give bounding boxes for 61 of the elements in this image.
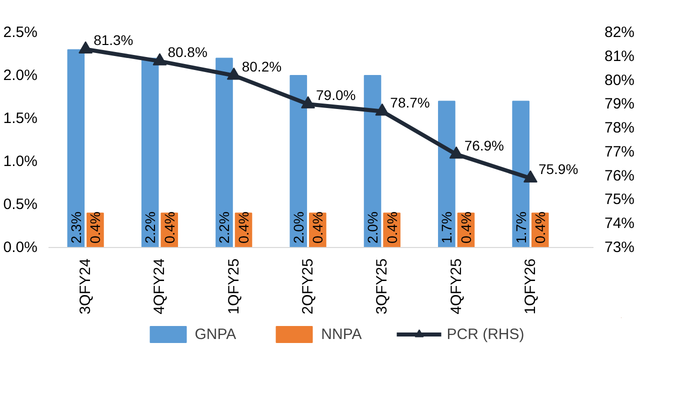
x-tick-label: 1QFY25 [225,258,242,314]
y2-tick-label: 77% [604,143,635,160]
data-label: 0.4% [310,212,326,244]
data-label: 2.2% [142,212,158,244]
data-label: 0.4% [532,212,548,244]
data-label: 1.7% [512,212,529,244]
x-tick-label: 3QFY25 [374,258,391,314]
legend-label: GNPA [194,326,236,342]
data-label: 2.3% [68,212,84,244]
y-tick-label: 0.5% [3,196,38,213]
y-tick-label: 0.0% [3,239,38,256]
data-label: 2.0% [290,212,306,244]
data-label: 0.4% [236,212,252,244]
data-label: 81.3% [94,32,134,48]
y2-tick-label: 76% [604,167,635,184]
data-label: 0.4% [458,212,474,244]
data-label: 80.2% [242,58,282,74]
x-tick-label: 4QFY24 [151,258,168,314]
x-tick-label: 1QFY26 [522,258,539,314]
y2-tick-label: 81% [604,48,635,65]
data-label: 2.0% [364,212,381,244]
point [226,67,241,80]
point [523,170,538,182]
bar [512,100,530,248]
bar [290,75,308,248]
bar [364,75,382,248]
bar [438,100,456,248]
y2-tick-label: 74% [604,215,635,232]
y-tick-label: 2.0% [3,67,38,84]
y-tick-label: 1.5% [3,110,38,127]
legend-label: NNPA [321,326,362,342]
data-label: 0.4% [384,212,400,244]
bar [67,49,85,248]
point [449,146,464,159]
data-label: 75.9% [538,161,578,178]
data-label: 2.2% [216,212,232,244]
y-tick-label: 2.5% [3,24,38,41]
data-label: 1.7% [438,212,455,244]
point [78,41,93,54]
y2-tick-label: 75% [604,191,635,208]
x-tick-label: 4QFY25 [448,258,465,314]
point [375,103,390,116]
y-tick-label: 1.0% [3,153,38,170]
data-label: 79.0% [316,87,356,104]
x-tick-label: 3QFY24 [77,258,94,314]
data-label: 78.7% [390,94,430,110]
data-label: 76.9% [464,137,504,154]
data-label: 80.8% [168,44,208,60]
bar [141,58,159,248]
data-label: 0.4% [161,212,178,244]
legend-label: PCR (RHS) [446,326,524,342]
y2-tick-label: 79% [604,96,635,113]
y2-tick-label: 78% [604,120,635,137]
y2-tick-label: 80% [604,72,635,89]
y2-tick-label: 82% [604,24,635,41]
data-label: 0.4% [87,212,104,244]
y2-tick-label: 73% [604,239,635,256]
bar [216,58,233,248]
point [301,96,316,108]
point [152,53,167,66]
x-tick-label: 2QFY25 [300,258,317,314]
